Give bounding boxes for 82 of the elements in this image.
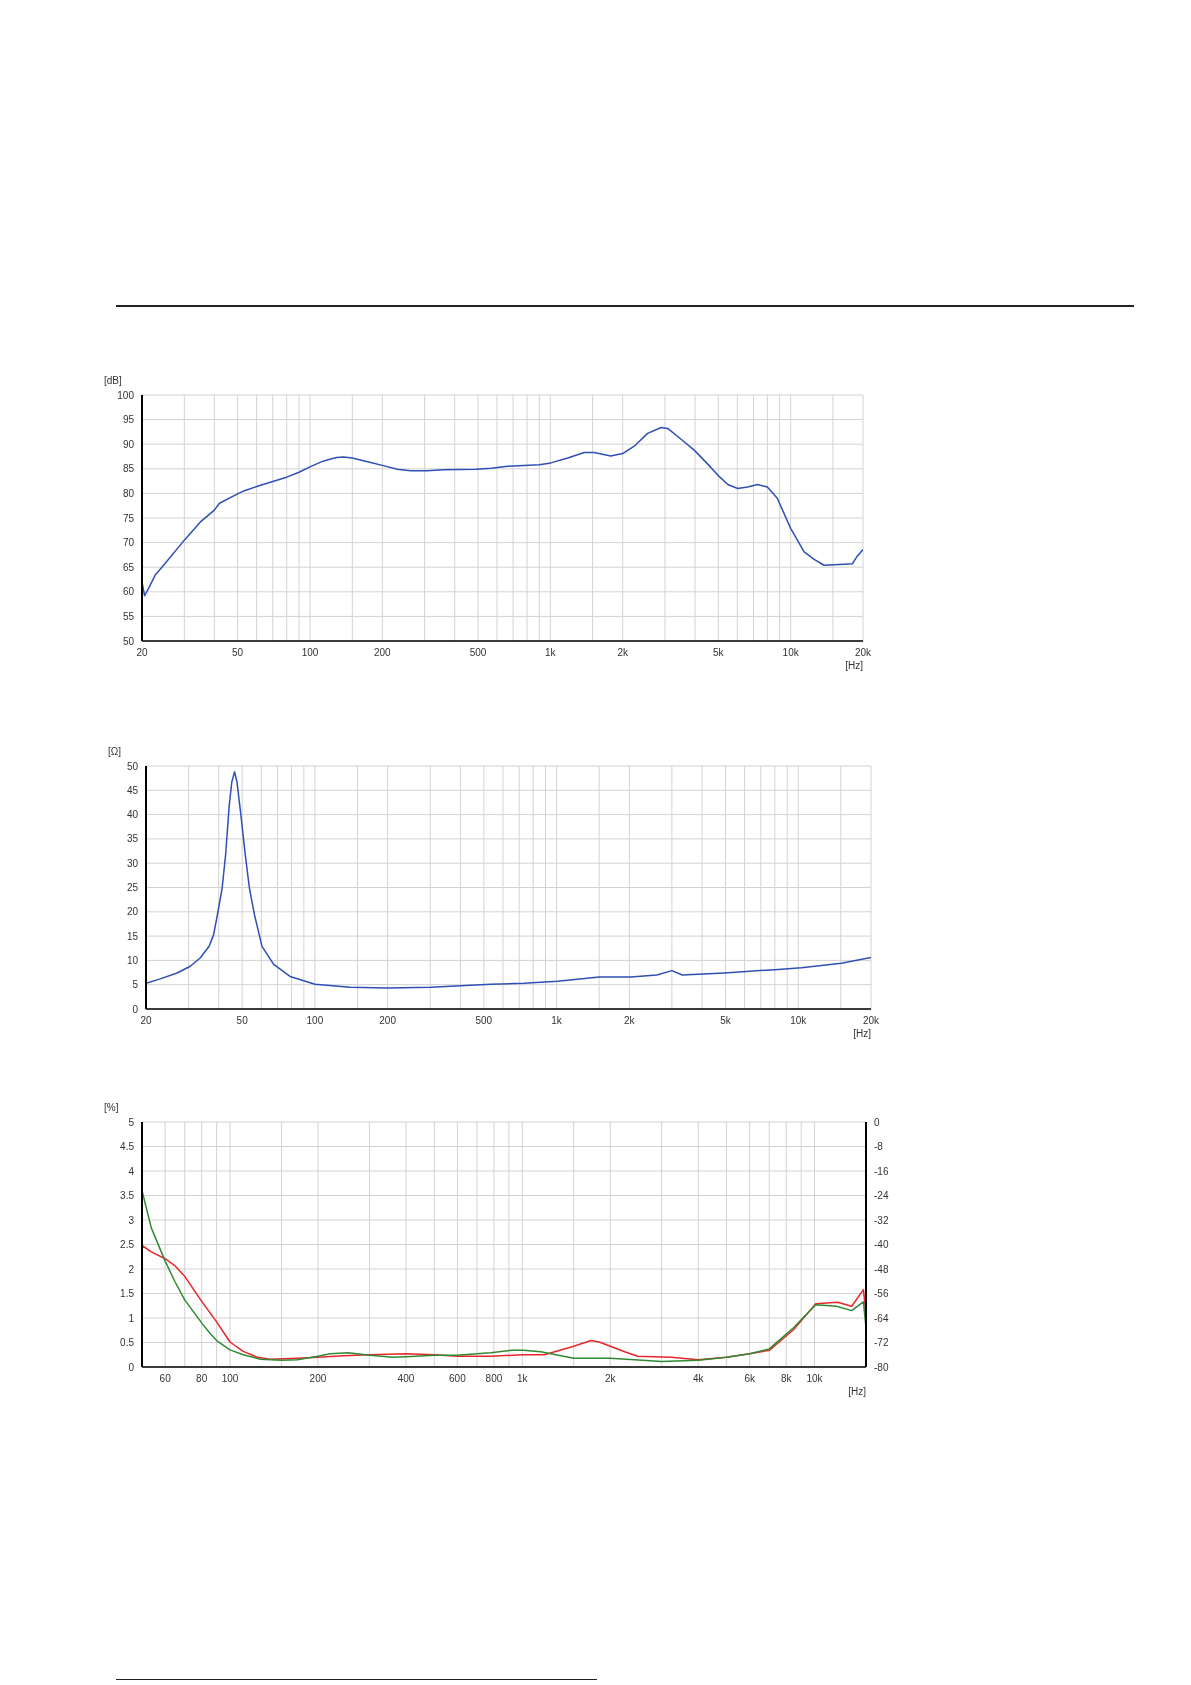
x-tick-label: 400	[397, 1373, 415, 1385]
x-tick-label: 500	[469, 647, 487, 659]
y-tick-label: 1	[128, 1312, 135, 1324]
y-tick-label: 75	[122, 512, 135, 524]
y-tick-label: 55	[122, 610, 135, 622]
y2-tick-label: -72	[874, 1337, 889, 1349]
x-tick-label: 1k	[516, 1373, 529, 1385]
y-tick-label: 10	[126, 954, 139, 966]
y-tick-label: 3	[128, 1214, 135, 1226]
y-tick-label: 100	[117, 389, 135, 401]
y2-tick-label: -24	[874, 1190, 889, 1202]
x-tick-label: 20	[140, 1015, 152, 1027]
x-tick-label: 60	[159, 1373, 172, 1385]
x-axis-title: [Hz]	[853, 1028, 871, 1040]
x-tick-label: 20k	[862, 1015, 881, 1027]
x-tick-label: 20k	[854, 647, 873, 659]
y-tick-label: 4.5	[120, 1141, 135, 1153]
x-tick-label: 200	[379, 1015, 397, 1027]
y-tick-label: 30	[126, 857, 139, 869]
y-tick-label: 70	[122, 537, 135, 549]
x-tick-label: 5k	[720, 1015, 732, 1027]
y-tick-label: 90	[122, 438, 135, 450]
x-tick-label: 10k	[790, 1015, 808, 1027]
x-tick-label: 1k	[551, 1015, 563, 1027]
x-tick-label: 500	[475, 1015, 493, 1027]
y-tick-label: 50	[122, 635, 135, 647]
x-tick-label: 80	[196, 1373, 208, 1385]
y-tick-label: 25	[126, 882, 139, 894]
x-tick-label: 4k	[692, 1373, 705, 1385]
y-tick-label: 65	[122, 561, 135, 573]
x-tick-label: 6k	[744, 1373, 756, 1385]
y-tick-label: 2.5	[120, 1239, 135, 1251]
y2-tick-label: -16	[874, 1165, 889, 1177]
x-tick-label: 10k	[782, 647, 800, 659]
x-tick-label: 1k	[545, 647, 557, 659]
y-axis-title: [Ω]	[108, 746, 122, 758]
x-tick-label: 8k	[780, 1373, 793, 1385]
x-tick-label: 100	[301, 647, 319, 659]
y-tick-label: 5	[128, 1116, 135, 1128]
y-tick-label: 1.5	[120, 1288, 135, 1300]
y-tick-label: 85	[122, 463, 135, 475]
y-tick-label: 5	[132, 979, 139, 991]
y-tick-label: 60	[122, 586, 135, 598]
y2-tick-label: -48	[874, 1263, 889, 1275]
y-tick-label: 45	[126, 784, 139, 796]
y-axis-title: [%]	[104, 1102, 119, 1114]
x-axis-title: [Hz]	[848, 1386, 866, 1398]
x-tick-label: 50	[232, 647, 244, 659]
y2-tick-label: -8	[874, 1141, 884, 1153]
y-tick-label: 95	[122, 414, 135, 426]
y-tick-label: 4	[128, 1165, 135, 1177]
y-tick-label: 0	[132, 1003, 139, 1015]
x-tick-label: 200	[373, 647, 392, 659]
x-tick-label: 2k	[617, 647, 629, 659]
y2-tick-label: -64	[874, 1312, 889, 1324]
y2-tick-label: -32	[874, 1214, 889, 1226]
y-tick-label: 35	[126, 833, 139, 845]
x-axis-title: [Hz]	[845, 660, 863, 672]
y-tick-label: 20	[126, 906, 139, 918]
y-axis-title: [dB]	[104, 375, 122, 387]
x-tick-label: 2k	[624, 1015, 636, 1027]
y2-tick-label: -56	[874, 1288, 889, 1300]
x-tick-label: 100	[221, 1373, 239, 1385]
x-tick-label: 10k	[806, 1373, 824, 1385]
x-tick-label: 5k	[713, 647, 725, 659]
y-tick-label: 3.5	[120, 1190, 135, 1202]
y-tick-label: 0.5	[120, 1337, 135, 1349]
x-tick-label: 200	[309, 1373, 327, 1385]
x-tick-label: 100	[306, 1015, 324, 1027]
y-tick-label: 50	[126, 760, 139, 772]
x-tick-label: 2k	[604, 1373, 617, 1385]
y2-tick-label: -40	[874, 1239, 889, 1251]
y-tick-label: 0	[128, 1361, 135, 1373]
y-tick-label: 40	[126, 809, 139, 821]
x-tick-label: 50	[236, 1015, 249, 1027]
y-tick-label: 80	[122, 487, 135, 499]
y2-tick-label: -80	[874, 1361, 889, 1373]
y2-tick-label: 0	[874, 1116, 880, 1128]
x-tick-label: 600	[449, 1373, 467, 1385]
y-tick-label: 15	[126, 930, 139, 942]
y-tick-label: 2	[128, 1263, 135, 1275]
x-tick-label: 800	[485, 1373, 503, 1385]
